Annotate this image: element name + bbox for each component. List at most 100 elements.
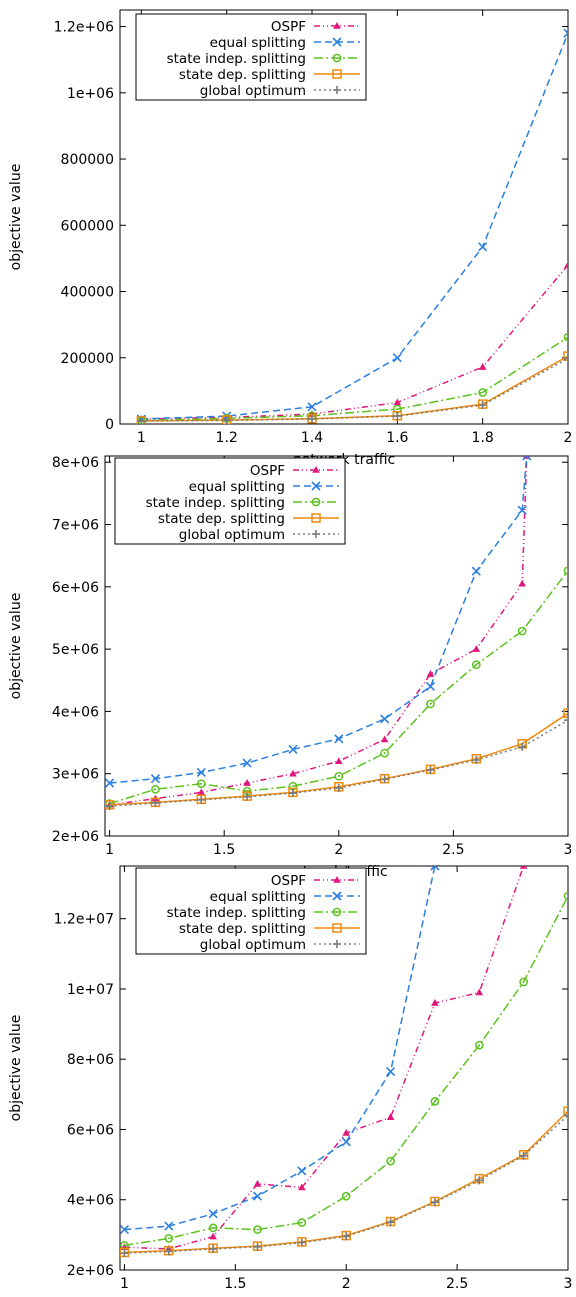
series-line (141, 32, 568, 420)
data-point (105, 778, 115, 788)
legend-label: OSPF (271, 19, 306, 35)
legend-label: equal splitting (210, 889, 306, 905)
data-point-dot (389, 1160, 392, 1162)
y-tick-label: 0 (105, 417, 114, 433)
y-tick-label: 5e+06 (52, 642, 99, 658)
data-point-dot (345, 1195, 348, 1198)
data-point-dot (383, 752, 386, 755)
data-point-dot (567, 569, 568, 572)
y-tick-label: 6e+06 (52, 580, 99, 596)
data-point-dot (567, 336, 568, 339)
data-point (341, 1137, 351, 1147)
data-point-dot (300, 1221, 303, 1224)
legend-label: state dep. splitting (179, 921, 306, 937)
series-line (109, 456, 528, 806)
data-point (380, 735, 389, 743)
data-point (209, 1244, 218, 1253)
data-point (342, 1232, 351, 1241)
legend-swatch-marker-dot (315, 501, 317, 503)
y-tick-label: 6e+06 (67, 1122, 114, 1138)
x-tick-label: 2 (334, 842, 343, 858)
data-point (208, 1223, 218, 1233)
x-tick-label: 1.4 (301, 430, 323, 446)
data-point (564, 354, 568, 363)
x-tick-label: 2 (564, 430, 573, 446)
y-tick-label: 1.2e+07 (54, 912, 114, 928)
data-point (288, 789, 297, 798)
series-line (141, 357, 568, 422)
data-point (151, 798, 160, 807)
legend-label: state indep. splitting (167, 905, 306, 921)
data-point-dot (337, 775, 340, 778)
legend-swatch-marker (332, 37, 342, 47)
series-state-indep-splitting (120, 891, 568, 1250)
data-point (222, 416, 231, 424)
legend-label: state dep. splitting (158, 511, 285, 527)
series-equal-splitting (120, 866, 440, 1235)
series-global-optimum (120, 1111, 568, 1258)
data-point-dot (481, 391, 484, 394)
data-point-dot (212, 1226, 215, 1229)
y-tick-label: 4e+06 (52, 704, 99, 720)
data-point-dot (429, 703, 432, 705)
data-point (519, 866, 528, 869)
data-point-dot (154, 788, 157, 791)
series-state-indep-splitting (105, 566, 568, 808)
x-tick-label: 1.6 (386, 430, 408, 446)
legend-label: global optimum (200, 83, 306, 99)
x-tick-label: 2 (342, 1276, 351, 1292)
x-tick-label: 1.8 (472, 430, 494, 446)
data-point (564, 261, 568, 268)
legend-label: global optimum (200, 937, 306, 953)
data-point (393, 412, 402, 421)
legend-label: equal splitting (210, 35, 306, 51)
data-point-dot (396, 408, 399, 410)
y-tick-label: 800000 (61, 152, 114, 168)
data-point (478, 388, 488, 397)
data-point (426, 699, 435, 709)
data-point (242, 758, 252, 768)
legend-box (114, 457, 346, 545)
data-point (519, 977, 528, 987)
legend-swatch-marker (332, 53, 342, 63)
data-point (288, 744, 298, 754)
legend-swatch-marker (333, 22, 341, 29)
data-point (297, 1238, 306, 1247)
data-point (563, 891, 568, 901)
x-tick-label: 2.5 (446, 1276, 468, 1292)
series-line (124, 866, 525, 1250)
data-point (197, 795, 206, 804)
legend-swatch-marker (333, 940, 341, 948)
data-point (289, 769, 297, 777)
y-axis-label: objective value (8, 593, 24, 700)
x-tick-label: 1.2 (216, 430, 238, 446)
plot-frame (119, 865, 569, 1271)
data-point (196, 767, 206, 778)
y-tick-label: 1e+07 (67, 982, 114, 998)
data-point-dot (522, 981, 525, 983)
data-point (253, 1179, 262, 1187)
data-point (518, 579, 526, 587)
data-point (197, 788, 206, 796)
data-point (341, 1191, 351, 1201)
data-point (380, 775, 389, 784)
data-point (475, 1176, 484, 1185)
data-point (517, 505, 527, 515)
chart-panel-1: 0 200000 400000 600000 800000 1e+06 1.2e+06 1 1.… (8, 9, 573, 468)
x-tick-label: 1 (120, 1276, 129, 1292)
x-tick-label: 3 (564, 842, 573, 858)
data-point (297, 1218, 307, 1227)
data-point (120, 1225, 130, 1235)
legend-label: state indep. splitting (167, 51, 306, 67)
legend-swatch-marker (332, 891, 342, 901)
data-point (474, 1040, 484, 1050)
series-ospf (137, 261, 568, 422)
data-point (334, 734, 344, 744)
data-point (472, 645, 481, 652)
y-tick-label: 2e+06 (67, 1263, 114, 1279)
data-point (563, 351, 568, 361)
data-point (478, 363, 487, 370)
legend-swatch-marker (332, 923, 342, 933)
data-point-dot (292, 785, 294, 788)
